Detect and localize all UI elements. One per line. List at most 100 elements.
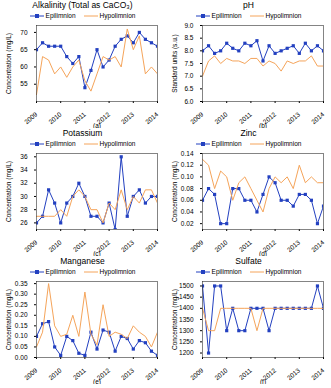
html-text:Epilimnion: Epilimnion xyxy=(45,12,76,19)
svg-text:7.5: 7.5 xyxy=(184,60,193,67)
svg-text:2010: 2010 xyxy=(47,366,63,381)
svg-text:2010: 2010 xyxy=(213,238,229,253)
svg-text:0.14: 0.14 xyxy=(181,150,194,157)
html-text:Epilimnion: Epilimnion xyxy=(211,12,242,19)
svg-text:2013: 2013 xyxy=(286,366,302,381)
svg-text:0.30: 0.30 xyxy=(15,290,28,297)
html-text:Alkalinity (Total as CaCO₃): Alkalinity (Total as CaCO₃) xyxy=(32,0,133,10)
svg-text:0.08: 0.08 xyxy=(181,185,194,192)
svg-text:2011: 2011 xyxy=(72,238,88,253)
svg-text:Concentration (mg/L): Concentration (mg/L) xyxy=(5,289,13,350)
svg-text:6.5: 6.5 xyxy=(184,85,193,92)
svg-text:0.35: 0.35 xyxy=(15,280,28,287)
svg-text:2013: 2013 xyxy=(286,110,302,125)
svg-text:2013: 2013 xyxy=(120,110,136,125)
svg-text:26: 26 xyxy=(20,219,28,226)
svg-text:8.5: 8.5 xyxy=(184,34,193,41)
svg-text:30: 30 xyxy=(20,193,28,200)
svg-text:(e): (e) xyxy=(93,378,101,385)
svg-text:(d): (d) xyxy=(259,250,267,257)
svg-text:2013: 2013 xyxy=(120,238,136,253)
svg-text:2011: 2011 xyxy=(238,238,254,253)
svg-text:2012: 2012 xyxy=(261,238,278,254)
svg-text:1350: 1350 xyxy=(179,316,194,323)
svg-text:0.20: 0.20 xyxy=(15,311,28,318)
html-text:Epilimnion: Epilimnion xyxy=(45,140,76,147)
svg-text:65: 65 xyxy=(20,46,28,53)
svg-text:1250: 1250 xyxy=(179,338,194,345)
html-text:Hypolimnion: Hypolimnion xyxy=(99,12,136,19)
svg-text:Concentration (mg/L): Concentration (mg/L) xyxy=(5,161,13,222)
svg-text:0.06: 0.06 xyxy=(181,196,194,203)
svg-text:2010: 2010 xyxy=(213,366,229,381)
svg-text:2012: 2012 xyxy=(95,366,112,382)
svg-text:1450: 1450 xyxy=(179,293,194,300)
svg-text:32: 32 xyxy=(20,179,28,186)
svg-text:0.02: 0.02 xyxy=(181,220,194,227)
svg-text:2012: 2012 xyxy=(261,366,278,382)
svg-text:Concentration (mg/L): Concentration (mg/L) xyxy=(171,289,179,350)
svg-text:1400: 1400 xyxy=(179,304,194,311)
html-text:pH: pH xyxy=(243,0,254,10)
html-text:Hypolimnion: Hypolimnion xyxy=(99,140,136,147)
svg-text:7.0: 7.0 xyxy=(184,72,193,79)
svg-text:2012: 2012 xyxy=(261,110,278,126)
svg-text:2014: 2014 xyxy=(144,366,160,381)
svg-text:(b): (b) xyxy=(259,122,267,129)
svg-text:8.0: 8.0 xyxy=(184,47,193,54)
html-text:Hypolimnion: Hypolimnion xyxy=(265,12,302,19)
svg-text:2013: 2013 xyxy=(120,366,136,381)
svg-text:2014: 2014 xyxy=(310,238,326,253)
svg-text:2009: 2009 xyxy=(189,110,205,125)
svg-text:(a): (a) xyxy=(93,122,101,129)
svg-text:0.04: 0.04 xyxy=(181,208,194,215)
svg-text:2012: 2012 xyxy=(95,110,112,126)
svg-text:0.00: 0.00 xyxy=(15,354,28,361)
svg-text:2009: 2009 xyxy=(189,366,205,381)
svg-text:0.15: 0.15 xyxy=(15,322,28,329)
svg-text:2009: 2009 xyxy=(23,366,39,381)
svg-text:0.10: 0.10 xyxy=(15,332,28,339)
svg-text:0.25: 0.25 xyxy=(15,301,28,308)
svg-text:2014: 2014 xyxy=(144,238,160,253)
svg-text:1500: 1500 xyxy=(179,282,194,289)
svg-text:2013: 2013 xyxy=(286,238,302,253)
svg-text:(f): (f) xyxy=(260,378,266,385)
svg-text:2009: 2009 xyxy=(189,238,205,253)
svg-text:2011: 2011 xyxy=(72,366,88,381)
svg-text:2010: 2010 xyxy=(213,110,229,125)
svg-text:2011: 2011 xyxy=(238,110,254,125)
svg-text:9.0: 9.0 xyxy=(184,22,193,29)
html-text:Zinc: Zinc xyxy=(240,128,257,138)
svg-text:2009: 2009 xyxy=(23,238,39,253)
svg-text:34: 34 xyxy=(20,166,28,173)
svg-text:55: 55 xyxy=(20,80,28,87)
svg-text:70: 70 xyxy=(20,28,28,35)
html-text:Sulfate: Sulfate xyxy=(235,256,262,266)
svg-text:0.12: 0.12 xyxy=(181,161,194,168)
svg-text:0.05: 0.05 xyxy=(15,343,28,350)
svg-text:Concentration (mg/L): Concentration (mg/L) xyxy=(171,161,179,222)
svg-text:6.0: 6.0 xyxy=(184,98,193,105)
svg-text:Standard units (s.u.): Standard units (s.u.) xyxy=(171,34,179,93)
svg-text:28: 28 xyxy=(20,206,28,213)
svg-text:(c): (c) xyxy=(93,250,101,257)
svg-text:Concentration (mg/L): Concentration (mg/L) xyxy=(5,33,13,94)
svg-text:2010: 2010 xyxy=(47,110,63,125)
html-text:Manganese: Manganese xyxy=(60,256,105,266)
svg-text:2014: 2014 xyxy=(310,110,326,125)
svg-text:2009: 2009 xyxy=(23,110,39,125)
svg-text:0.10: 0.10 xyxy=(181,173,194,180)
svg-text:2012: 2012 xyxy=(95,238,112,254)
svg-text:36: 36 xyxy=(20,153,28,160)
html-text:Epilimnion: Epilimnion xyxy=(211,140,242,147)
svg-text:2014: 2014 xyxy=(310,366,326,381)
svg-text:2011: 2011 xyxy=(238,366,254,381)
svg-text:1300: 1300 xyxy=(179,327,194,334)
svg-text:2010: 2010 xyxy=(47,238,63,253)
svg-text:2014: 2014 xyxy=(144,110,160,125)
svg-text:60: 60 xyxy=(20,63,28,70)
svg-text:1200: 1200 xyxy=(179,349,194,356)
html-text:Potassium: Potassium xyxy=(62,128,103,138)
svg-text:2011: 2011 xyxy=(72,110,88,125)
